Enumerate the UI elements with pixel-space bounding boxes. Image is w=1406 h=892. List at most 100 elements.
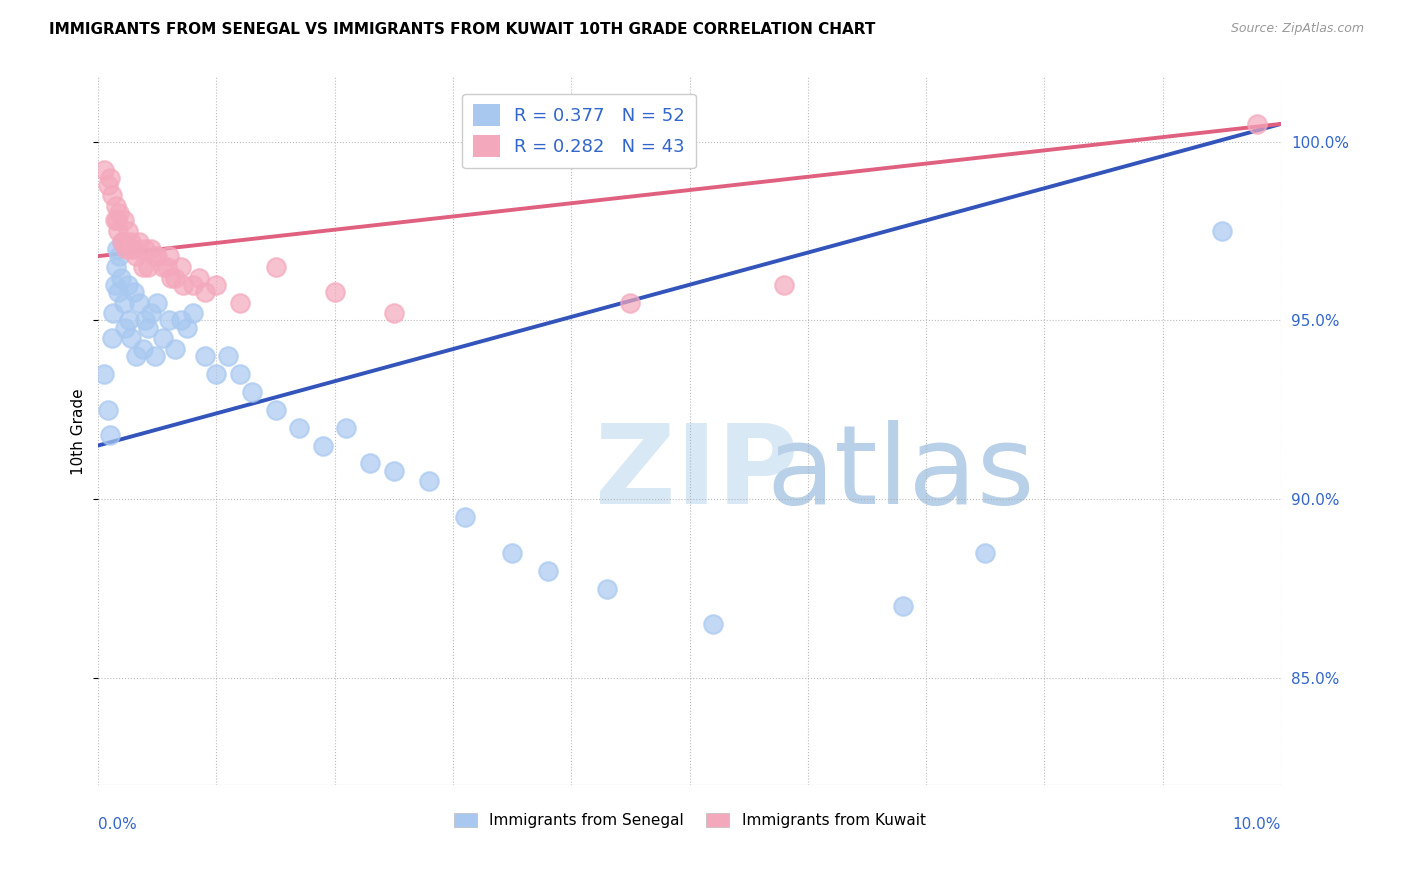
- Point: [146, 249, 169, 263]
- Point: [132, 342, 155, 356]
- Point: [93, 367, 115, 381]
- Text: Source: ZipAtlas.com: Source: ZipAtlas.com: [1230, 22, 1364, 36]
- Y-axis label: 10th Grade: 10th Grade: [72, 388, 86, 475]
- Point: [103, 306, 125, 320]
- Point: [170, 313, 193, 327]
- Point: [128, 295, 150, 310]
- Point: [141, 242, 163, 256]
- Point: [205, 367, 228, 381]
- Point: [112, 295, 135, 310]
- Point: [146, 295, 169, 310]
- Text: 0.0%: 0.0%: [98, 817, 136, 832]
- Point: [96, 402, 118, 417]
- Text: 10.0%: 10.0%: [1233, 817, 1281, 832]
- Point: [132, 260, 155, 274]
- Point: [122, 242, 145, 256]
- Point: [382, 464, 405, 478]
- Point: [323, 285, 346, 299]
- Point: [136, 320, 159, 334]
- Point: [1211, 224, 1233, 238]
- Point: [112, 213, 135, 227]
- Point: [101, 331, 124, 345]
- Point: [160, 270, 183, 285]
- Point: [111, 235, 134, 249]
- Point: [382, 306, 405, 320]
- Point: [125, 249, 148, 263]
- Point: [114, 320, 136, 334]
- Point: [288, 420, 311, 434]
- Point: [136, 260, 159, 274]
- Point: [120, 235, 142, 249]
- Point: [501, 546, 523, 560]
- Point: [114, 235, 136, 249]
- Text: IMMIGRANTS FROM SENEGAL VS IMMIGRANTS FROM KUWAIT 10TH GRADE CORRELATION CHART: IMMIGRANTS FROM SENEGAL VS IMMIGRANTS FR…: [49, 22, 876, 37]
- Point: [418, 475, 440, 489]
- Point: [619, 295, 641, 310]
- Point: [104, 213, 127, 227]
- Point: [205, 277, 228, 292]
- Point: [536, 564, 558, 578]
- Point: [193, 285, 215, 299]
- Point: [111, 235, 134, 249]
- Point: [120, 242, 142, 256]
- Point: [240, 384, 263, 399]
- Point: [974, 546, 997, 560]
- Point: [122, 285, 145, 299]
- Point: [163, 342, 186, 356]
- Text: ZIP: ZIP: [595, 420, 799, 527]
- Point: [193, 349, 215, 363]
- Point: [134, 313, 156, 327]
- Point: [101, 188, 124, 202]
- Point: [157, 249, 180, 263]
- Point: [98, 170, 121, 185]
- Point: [105, 242, 128, 256]
- Point: [187, 270, 209, 285]
- Point: [125, 349, 148, 363]
- Point: [181, 306, 204, 320]
- Point: [93, 163, 115, 178]
- Point: [105, 213, 128, 227]
- Point: [96, 178, 118, 192]
- Point: [134, 242, 156, 256]
- Point: [596, 582, 619, 596]
- Point: [98, 427, 121, 442]
- Point: [312, 439, 335, 453]
- Point: [104, 199, 127, 213]
- Point: [152, 331, 174, 345]
- Point: [264, 402, 287, 417]
- Point: [110, 270, 132, 285]
- Point: [891, 599, 914, 614]
- Point: [104, 260, 127, 274]
- Point: [115, 242, 138, 256]
- Point: [120, 331, 142, 345]
- Point: [335, 420, 357, 434]
- Point: [163, 270, 186, 285]
- Point: [172, 277, 194, 292]
- Point: [152, 260, 174, 274]
- Point: [229, 367, 252, 381]
- Point: [108, 249, 131, 263]
- Point: [157, 313, 180, 327]
- Point: [359, 457, 381, 471]
- Point: [702, 617, 724, 632]
- Point: [176, 320, 198, 334]
- Point: [143, 249, 166, 263]
- Point: [181, 277, 204, 292]
- Point: [773, 277, 796, 292]
- Legend: Immigrants from Senegal, Immigrants from Kuwait: Immigrants from Senegal, Immigrants from…: [447, 806, 932, 834]
- Point: [454, 510, 477, 524]
- Point: [107, 224, 129, 238]
- Point: [107, 285, 129, 299]
- Point: [143, 349, 166, 363]
- Point: [156, 260, 179, 274]
- Point: [217, 349, 239, 363]
- Point: [128, 235, 150, 249]
- Point: [170, 260, 193, 274]
- Point: [141, 306, 163, 320]
- Point: [108, 206, 131, 220]
- Point: [1246, 117, 1268, 131]
- Point: [264, 260, 287, 274]
- Point: [104, 277, 127, 292]
- Point: [118, 313, 141, 327]
- Text: atlas: atlas: [766, 420, 1035, 527]
